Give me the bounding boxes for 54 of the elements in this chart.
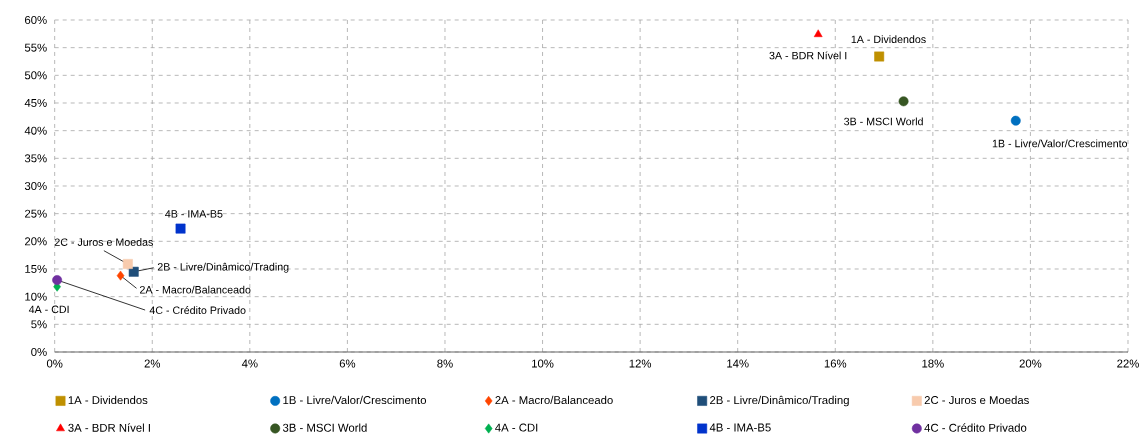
x-tick-label: 12%	[629, 359, 652, 368]
x-tick-label: 22%	[1117, 359, 1139, 368]
y-tick-label: 10%	[25, 292, 47, 301]
x-tick-label: 8%	[437, 359, 453, 368]
legend-label: 1A - Dividendos	[68, 395, 148, 405]
annotation: 4C - Crédito Privado	[149, 306, 246, 315]
point	[813, 29, 823, 37]
point	[122, 259, 133, 269]
annotation: 3B - MSCI World	[844, 117, 923, 126]
y-tick-label: 55%	[24, 43, 47, 52]
y-tick-label: 15%	[25, 265, 47, 273]
legend-label: 4B - IMA-B5	[709, 423, 771, 432]
x-tick-label: 18%	[922, 359, 944, 368]
legend-label: 1B - Livre/Valor/Crescimento	[283, 395, 427, 405]
x-tick-label: 10%	[532, 359, 554, 368]
point	[128, 266, 139, 277]
annotation: 1A - Dividendos	[851, 35, 926, 44]
annotation: 2C - Juros e Moedas	[54, 238, 153, 246]
point	[898, 96, 909, 107]
point	[52, 275, 63, 285]
x-tick-label: 4%	[241, 359, 258, 368]
y-tick-label: 5%	[31, 320, 47, 329]
y-tick-label: 40%	[24, 126, 47, 135]
point	[874, 51, 885, 62]
legend-label: 2C - Juros e Moedas	[924, 395, 1029, 405]
annotation: 2A - Macro/Balanceado	[140, 285, 251, 294]
y-tick-label: 0%	[31, 347, 47, 356]
point	[116, 270, 125, 281]
legend-label: 2A - Macro/Balanceado	[495, 395, 613, 405]
y-tick-label: 25%	[25, 209, 47, 218]
annotation: 4A - CDI	[28, 305, 69, 314]
y-tick-label: 30%	[24, 181, 47, 190]
legend-label: 4C - Crédito Privado	[924, 423, 1027, 432]
annotation: 1B - Livre/Valor/Crescimento	[992, 139, 1128, 148]
legend-label: 3B - MSCI World	[282, 423, 367, 432]
legend-label: 4A - CDI	[495, 423, 538, 432]
legend-label: 3A - BDR Nível I	[68, 423, 150, 432]
point	[1010, 115, 1021, 126]
x-tick-label: 20%	[1019, 359, 1042, 368]
x-tick-label: 14%	[727, 359, 749, 368]
point	[175, 223, 186, 234]
annotation: 3A - BDR Nível I	[769, 51, 847, 60]
annotation: 4B - IMA-B5	[165, 210, 223, 218]
y-tick-label: 60%	[25, 15, 47, 24]
y-tick-label: 50%	[24, 71, 47, 80]
x-tick-label: 2%	[144, 359, 161, 368]
x-tick-label: 16%	[824, 359, 847, 368]
legend-label: 2B - Livre/Dinâmico/Trading	[710, 395, 849, 407]
annotation: 2B - Livre/Dinâmico/Trading	[157, 262, 289, 273]
x-tick-label: 6%	[339, 359, 356, 368]
y-tick-label: 35%	[24, 154, 47, 163]
y-tick-label: 20%	[25, 237, 47, 246]
y-tick-label: 45%	[24, 99, 47, 107]
x-tick-label: 0%	[46, 359, 63, 368]
